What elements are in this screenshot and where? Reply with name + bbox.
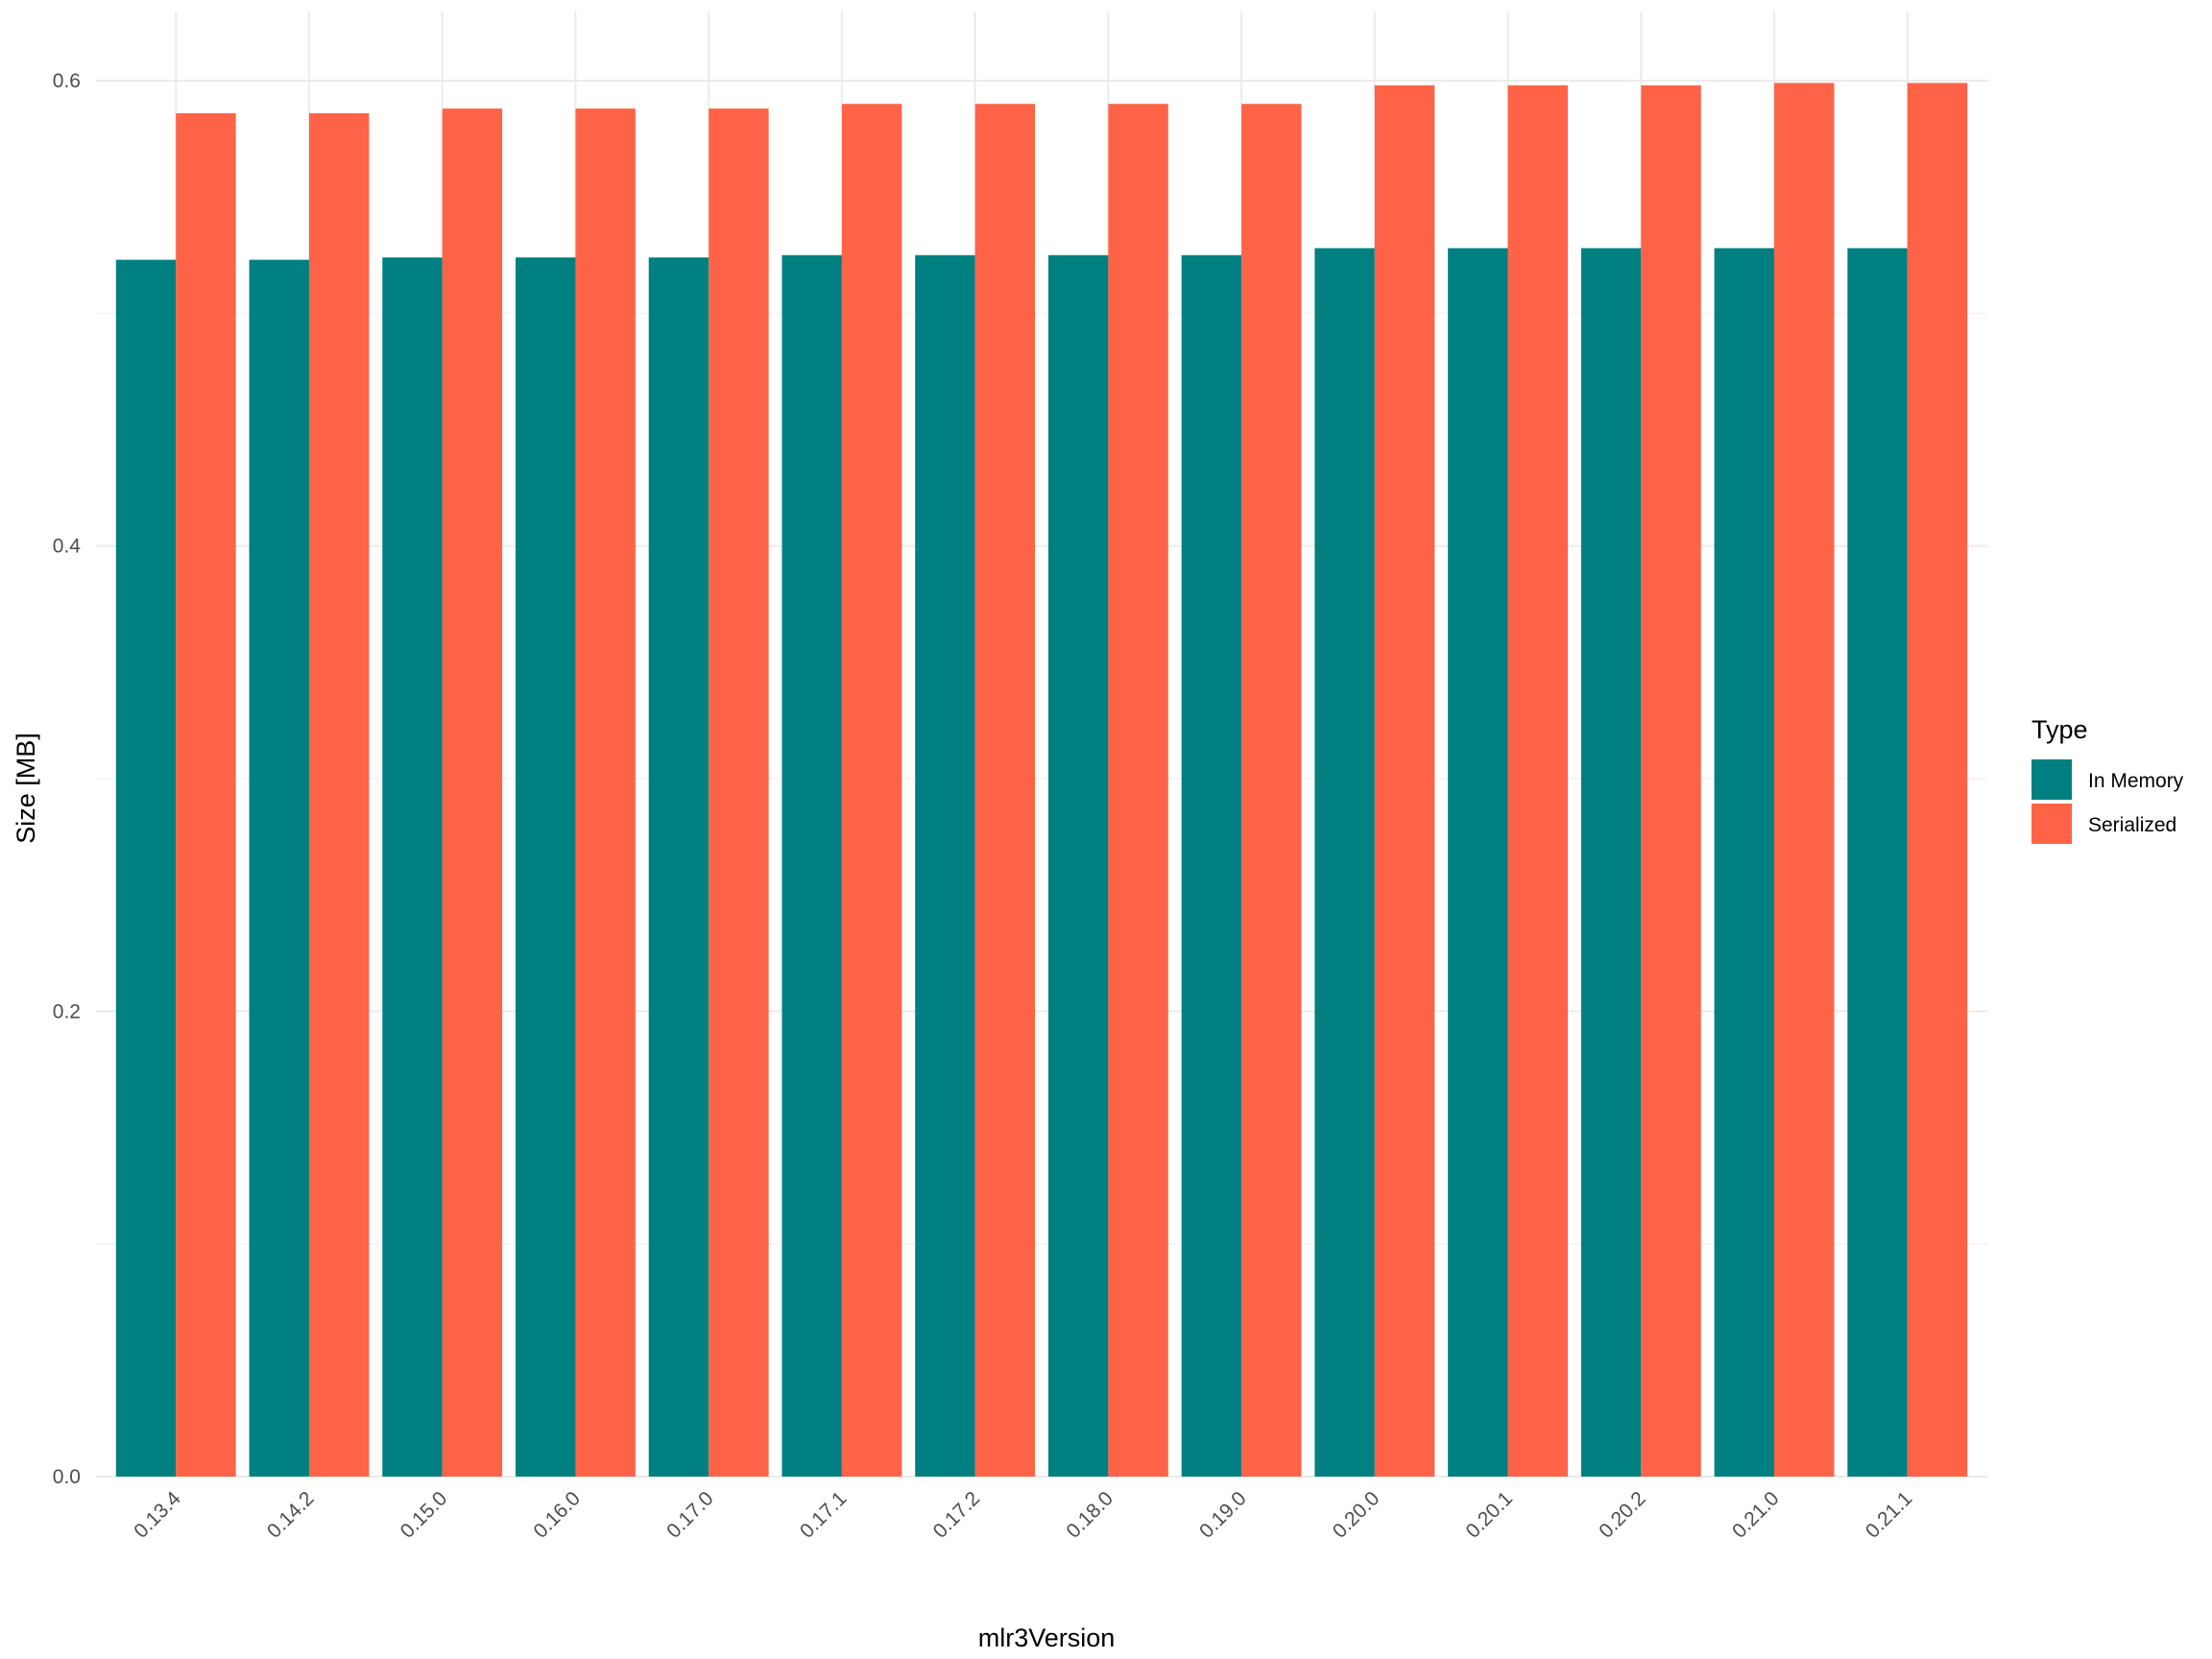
legend-title: Type [2032,715,2088,744]
bar-serialized-0.21.1 [1907,83,1968,1477]
legend-key-serialized [2032,804,2072,844]
bar-in-memory-0.20.2 [1580,248,1642,1478]
bar-in-memory-0.20.0 [1314,248,1375,1478]
bar-serialized-0.17.1 [841,104,902,1478]
x-tick-label: 0.14.2 [263,1487,319,1543]
x-tick-label: 0.19.0 [1195,1487,1251,1543]
bar-serialized-0.19.0 [1241,104,1302,1478]
bar-in-memory-0.16.0 [516,257,576,1477]
legend-key-in-memory [2032,759,2072,800]
gridlines [96,12,1987,1478]
y-tick-label: 0.6 [53,70,81,92]
x-tick-label: 0.17.2 [929,1487,985,1543]
x-axis-title: mlr3Version [978,1623,1116,1652]
x-tick-label: 0.16.0 [529,1487,585,1543]
bar-in-memory-0.21.1 [1847,248,1908,1478]
bar-serialized-0.13.4 [176,112,236,1477]
bar-in-memory-0.20.1 [1448,248,1508,1478]
y-tick-label: 0.2 [53,1000,81,1022]
x-tick-label: 0.15.0 [397,1487,452,1543]
x-tick-label: 0.20.0 [1329,1487,1384,1543]
bar-serialized-0.21.0 [1774,83,1835,1477]
bar-in-memory-0.14.2 [249,259,309,1478]
bar-serialized-0.14.2 [308,112,370,1477]
bar-serialized-0.17.0 [709,108,769,1478]
x-tick-label: 0.17.1 [796,1487,852,1543]
bar-in-memory-0.19.0 [1181,254,1242,1477]
bar-in-memory-0.17.1 [781,254,842,1477]
bar-serialized-0.20.1 [1507,84,1568,1478]
x-tick-label: 0.17.0 [662,1487,718,1543]
x-tick-label: 0.21.1 [1862,1487,1917,1543]
x-tick-labels: 0.13.4 0.14.2 0.15.0 0.16.0 0.17.0 0.17.1 0.17… [130,1487,1916,1543]
y-tick-label: 0.4 [53,536,82,558]
bar-in-memory-0.21.0 [1714,248,1775,1478]
bar-in-memory-0.17.2 [915,254,975,1477]
bar-in-memory-0.17.0 [648,257,709,1477]
x-tick-label: 0.13.4 [130,1487,185,1543]
bar-serialized-0.16.0 [575,108,636,1478]
x-tick-label: 0.20.2 [1595,1487,1650,1543]
bar-in-memory-0.18.0 [1047,254,1109,1477]
y-tick-label: 0.0 [53,1466,81,1488]
legend: Type In Memory Serialized [2032,715,2184,844]
x-tick-label: 0.18.0 [1062,1487,1118,1543]
bar-serialized-0.18.0 [1108,104,1168,1478]
bar-serialized-0.20.0 [1374,84,1435,1478]
y-tick-labels: 0.0 0.2 0.4 0.6 [53,70,82,1488]
legend-label-serialized: Serialized [2088,814,2176,836]
bars [115,83,1968,1478]
y-axis-title: Size [MB] [12,733,40,844]
bar-serialized-0.17.2 [974,104,1036,1478]
x-tick-label: 0.21.0 [1728,1487,1784,1543]
bar-serialized-0.20.2 [1641,84,1701,1478]
legend-label-in-memory: In Memory [2088,770,2184,792]
bar-in-memory-0.13.4 [115,259,177,1478]
bar-serialized-0.15.0 [442,108,503,1478]
bar-in-memory-0.15.0 [382,257,443,1477]
x-tick-label: 0.20.1 [1462,1487,1518,1543]
